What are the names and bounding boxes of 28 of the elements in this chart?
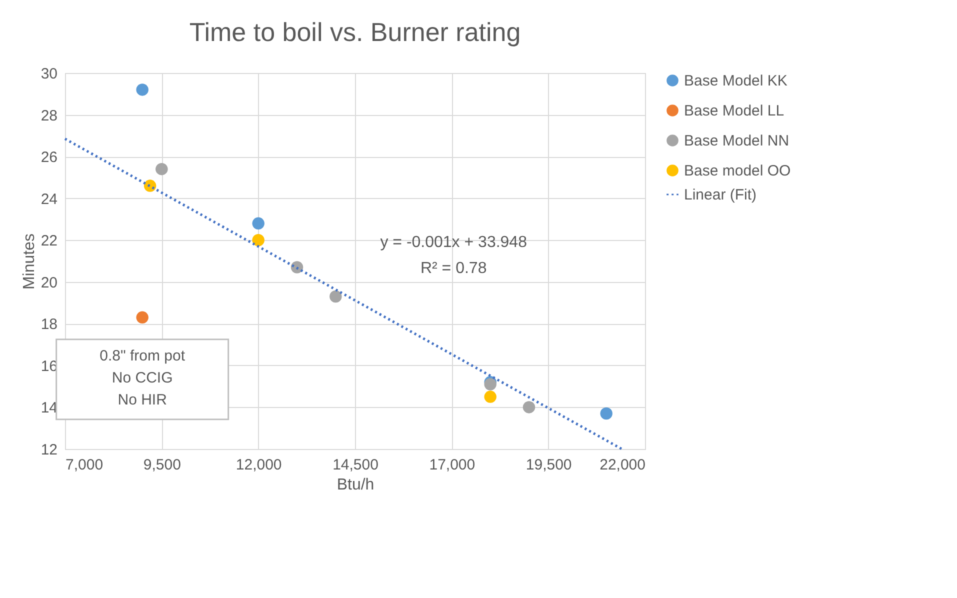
x-axis-title: Btu/h <box>336 476 374 494</box>
y-tick-label: 20 <box>40 274 58 292</box>
y-tick-label: 14 <box>40 400 58 417</box>
legend-label: Base Model KK <box>684 72 788 90</box>
x-tick-label: 22,000 <box>600 456 646 474</box>
chart-title: Time to boil vs. Burner rating <box>189 17 521 47</box>
x-tick-label: 12,000 <box>236 456 282 474</box>
annotation: 0.8" from pot No CCIG No HIR <box>100 347 186 408</box>
y-tick-label: 26 <box>40 149 58 166</box>
y-tick-label: 30 <box>40 66 58 82</box>
y-tick-label: 22 <box>40 232 58 250</box>
x-tick-label: 7,000 <box>66 456 104 474</box>
x-tick-label: 14,500 <box>332 456 378 474</box>
annotation: R² = 0.78 <box>420 260 487 278</box>
y-tick-label: 24 <box>40 190 58 208</box>
y-axis-title: Minutes <box>20 233 38 290</box>
legend-label: Linear (Fit) <box>684 186 757 204</box>
legend-label: Base Model NN <box>684 132 790 150</box>
y-tick-label: 12 <box>40 442 58 458</box>
x-tick-label: 9,500 <box>143 456 181 474</box>
y-tick-label: 18 <box>40 316 58 334</box>
legend-label: Base Model LL <box>684 102 784 120</box>
x-tick-label: 17,000 <box>429 456 476 474</box>
annotation: y = -0.001x + 33.948 <box>380 234 528 252</box>
x-tick-label: 19,500 <box>526 456 572 474</box>
y-tick-label: 28 <box>40 107 58 124</box>
legend-label: Base model OO <box>684 162 791 180</box>
y-tick-label: 16 <box>40 358 58 375</box>
